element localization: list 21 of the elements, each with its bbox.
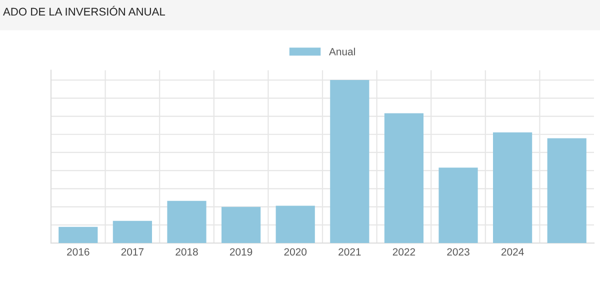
bar <box>438 168 478 244</box>
bar <box>58 226 98 244</box>
bar <box>276 206 315 244</box>
chart-title: ADO DE LA INVERSIÓN ANUAL <box>3 6 166 16</box>
bar <box>330 80 370 244</box>
x-tick-label: 2023 <box>447 248 470 256</box>
x-tick-label: 2024 <box>501 248 524 256</box>
x-tick-label: 2019 <box>230 248 252 256</box>
bar <box>222 206 261 244</box>
x-tick-label: 2018 <box>176 248 198 256</box>
x-tick-label: 2016 <box>67 248 90 256</box>
x-tick-label: 2020 <box>284 248 307 256</box>
legend-label: Anual <box>328 48 355 56</box>
bar <box>167 200 206 244</box>
bar <box>112 220 152 244</box>
bar <box>384 113 424 244</box>
x-tick-label: 2021 <box>338 248 361 256</box>
x-tick-label: 2017 <box>121 248 144 256</box>
bar <box>493 132 532 244</box>
x-tick-label: 2022 <box>392 248 416 256</box>
bar <box>547 138 586 244</box>
